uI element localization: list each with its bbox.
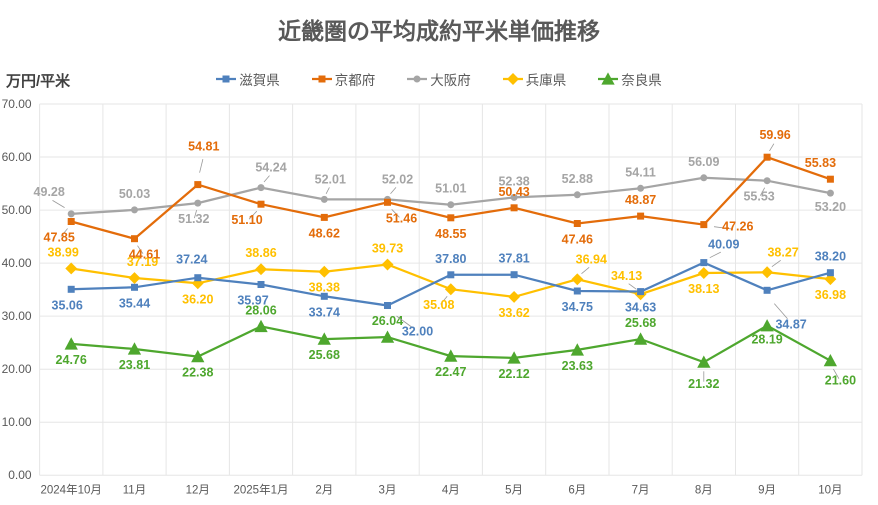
- svg-text:48.55: 48.55: [435, 227, 466, 241]
- svg-text:2月: 2月: [315, 484, 333, 496]
- svg-text:44.61: 44.61: [129, 248, 160, 262]
- svg-text:24.76: 24.76: [56, 353, 87, 367]
- svg-text:37.81: 37.81: [498, 252, 529, 266]
- svg-text:6月: 6月: [568, 484, 586, 496]
- svg-text:50.03: 50.03: [119, 187, 150, 201]
- svg-text:38.13: 38.13: [688, 282, 719, 296]
- svg-text:35.06: 35.06: [52, 298, 83, 312]
- svg-text:32.00: 32.00: [402, 325, 433, 339]
- svg-text:60.00: 60.00: [2, 150, 32, 164]
- svg-text:50.00: 50.00: [2, 203, 32, 217]
- svg-text:4月: 4月: [442, 484, 460, 496]
- svg-text:56.09: 56.09: [688, 155, 719, 169]
- svg-text:40.09: 40.09: [708, 238, 739, 252]
- svg-text:38.38: 38.38: [309, 281, 340, 295]
- svg-text:55.53: 55.53: [743, 190, 774, 204]
- svg-text:12月: 12月: [186, 484, 210, 496]
- svg-text:38.86: 38.86: [245, 246, 276, 260]
- svg-text:28.19: 28.19: [751, 333, 782, 347]
- svg-text:34.87: 34.87: [775, 317, 806, 331]
- svg-text:11月: 11月: [123, 484, 146, 496]
- svg-text:8月: 8月: [695, 484, 713, 496]
- svg-text:23.63: 23.63: [562, 359, 593, 373]
- svg-text:33.74: 33.74: [309, 305, 340, 319]
- svg-text:52.88: 52.88: [562, 172, 593, 186]
- svg-text:7月: 7月: [632, 484, 650, 496]
- svg-text:54.81: 54.81: [188, 140, 219, 154]
- svg-text:34.75: 34.75: [562, 300, 593, 314]
- svg-text:21.60: 21.60: [825, 374, 856, 388]
- svg-text:70.00: 70.00: [2, 97, 32, 111]
- svg-text:0.00: 0.00: [8, 468, 32, 482]
- svg-text:35.97: 35.97: [237, 294, 268, 308]
- svg-text:47.46: 47.46: [562, 233, 593, 247]
- svg-text:3月: 3月: [379, 484, 397, 496]
- svg-text:55.83: 55.83: [805, 156, 836, 170]
- svg-text:36.20: 36.20: [182, 292, 213, 306]
- svg-text:25.68: 25.68: [625, 316, 656, 330]
- svg-text:52.02: 52.02: [382, 172, 413, 186]
- svg-text:9月: 9月: [758, 484, 776, 496]
- svg-text:52.01: 52.01: [315, 172, 346, 186]
- svg-text:35.44: 35.44: [119, 296, 150, 310]
- svg-text:38.20: 38.20: [815, 250, 846, 264]
- svg-text:37.24: 37.24: [176, 253, 207, 267]
- svg-text:20.00: 20.00: [2, 362, 32, 376]
- svg-text:47.85: 47.85: [44, 231, 75, 245]
- svg-text:51.32: 51.32: [178, 212, 209, 226]
- svg-text:26.04: 26.04: [372, 314, 403, 328]
- svg-text:2025年1月: 2025年1月: [234, 482, 289, 496]
- svg-text:40.00: 40.00: [2, 256, 32, 270]
- svg-text:54.24: 54.24: [255, 161, 286, 175]
- svg-text:48.87: 48.87: [625, 193, 656, 207]
- svg-text:38.27: 38.27: [767, 245, 798, 259]
- svg-text:50.43: 50.43: [498, 185, 529, 199]
- svg-text:22.38: 22.38: [182, 366, 213, 380]
- svg-text:59.96: 59.96: [759, 128, 790, 142]
- svg-text:34.63: 34.63: [625, 301, 656, 315]
- svg-text:51.01: 51.01: [435, 182, 466, 196]
- svg-text:2024年10月: 2024年10月: [41, 482, 102, 496]
- svg-text:33.62: 33.62: [498, 306, 529, 320]
- svg-text:51.10: 51.10: [231, 213, 262, 227]
- svg-text:36.94: 36.94: [576, 252, 607, 266]
- svg-text:51.46: 51.46: [386, 211, 417, 225]
- svg-text:35.08: 35.08: [423, 298, 454, 312]
- svg-text:38.99: 38.99: [48, 246, 79, 260]
- svg-text:22.47: 22.47: [435, 365, 466, 379]
- svg-text:23.81: 23.81: [119, 358, 150, 372]
- svg-text:21.32: 21.32: [688, 377, 719, 391]
- svg-text:34.13: 34.13: [611, 269, 642, 283]
- svg-text:22.12: 22.12: [498, 367, 529, 381]
- svg-text:10.00: 10.00: [2, 415, 32, 429]
- svg-text:47.26: 47.26: [722, 220, 753, 234]
- svg-text:5月: 5月: [505, 484, 523, 496]
- svg-text:30.00: 30.00: [2, 309, 32, 323]
- svg-text:53.20: 53.20: [815, 200, 846, 214]
- svg-text:10月: 10月: [818, 484, 842, 496]
- svg-text:25.68: 25.68: [309, 348, 340, 362]
- svg-text:39.73: 39.73: [372, 242, 403, 256]
- svg-text:37.80: 37.80: [435, 252, 466, 266]
- svg-text:36.98: 36.98: [815, 288, 846, 302]
- svg-text:54.11: 54.11: [625, 165, 656, 179]
- svg-text:48.62: 48.62: [309, 226, 340, 240]
- svg-text:49.28: 49.28: [34, 185, 65, 199]
